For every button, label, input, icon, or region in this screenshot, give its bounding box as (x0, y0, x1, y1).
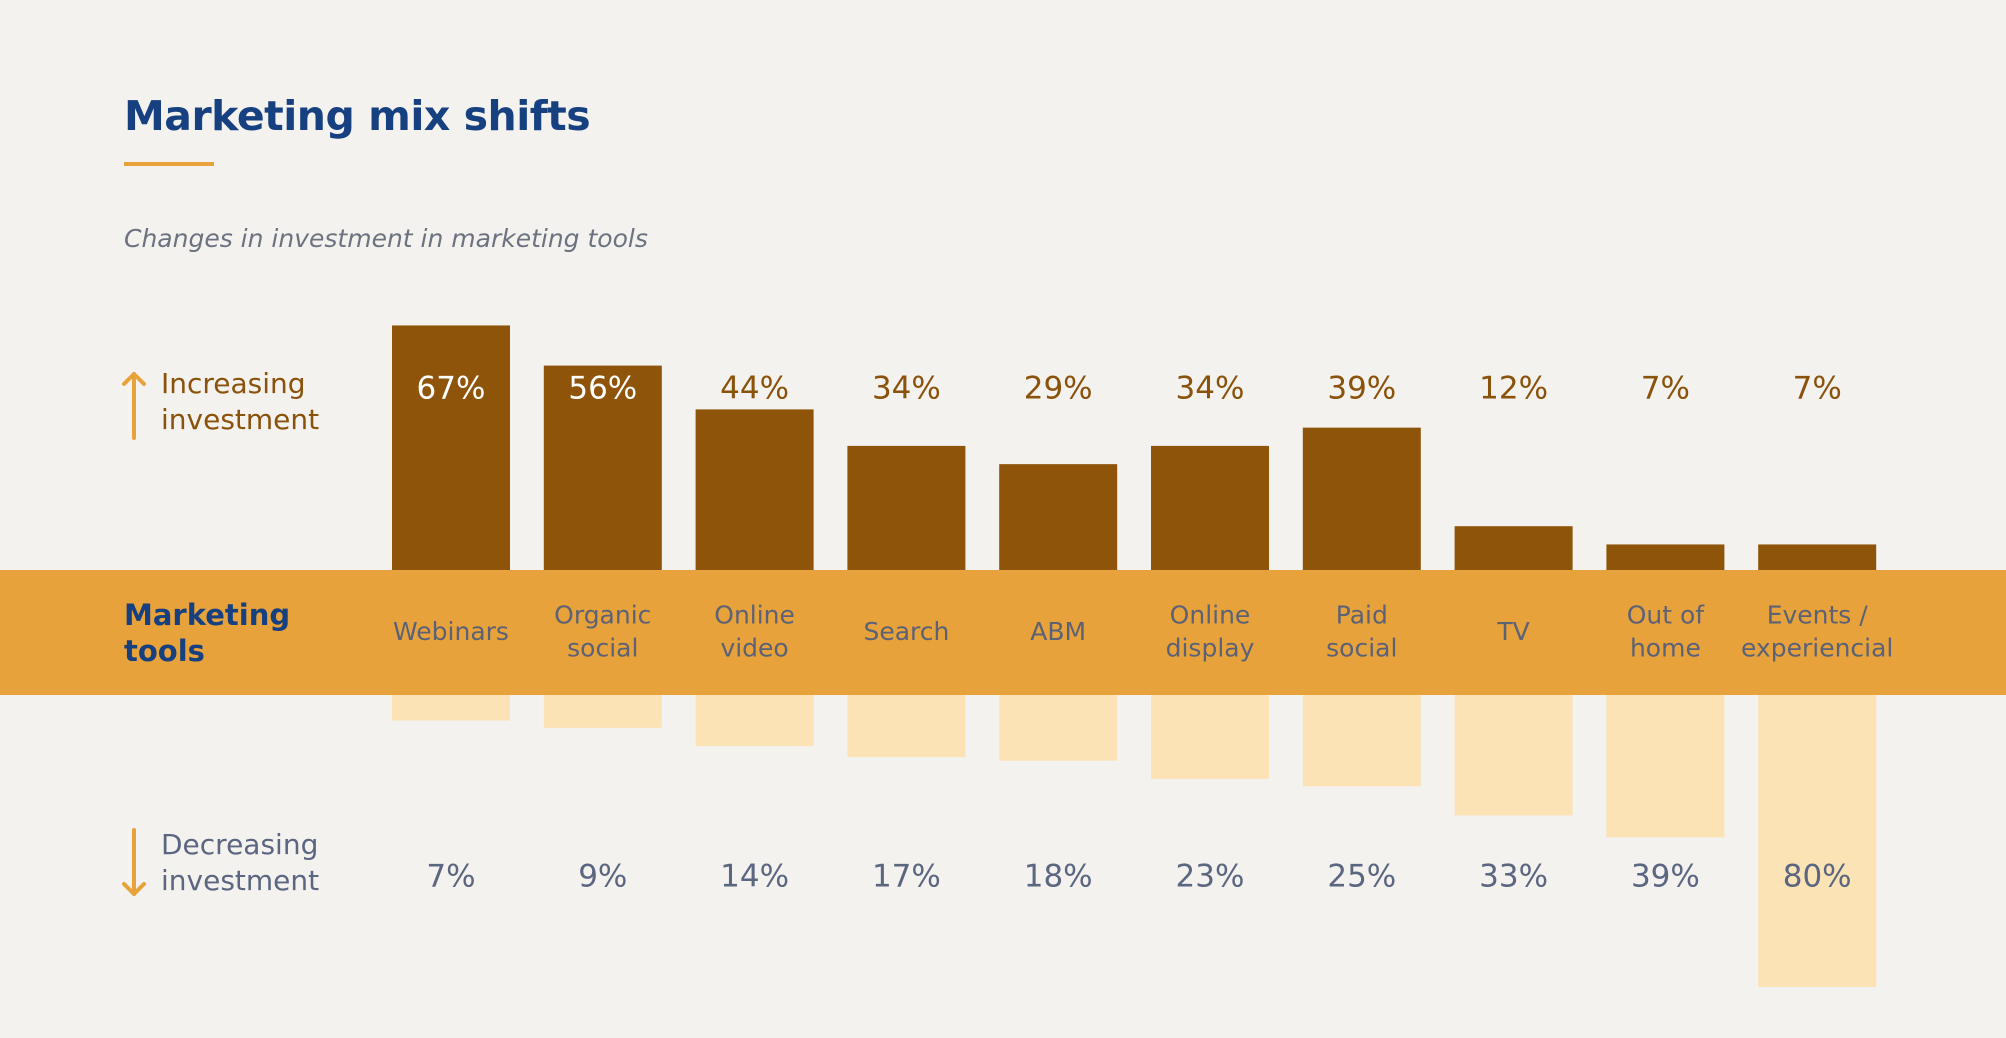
increasing-investment-label: Increasing investment (161, 366, 319, 438)
decrease-value-label: 14% (720, 859, 789, 895)
decrease-value-label: 18% (1024, 859, 1093, 895)
band-label-line2: tools (124, 634, 205, 668)
category-label: TV (1496, 617, 1529, 646)
marketing-tools-band (0, 570, 2006, 695)
category-label: Organic social (554, 601, 651, 663)
category-label: Paid social (1326, 601, 1397, 663)
increase-bar (1606, 544, 1725, 570)
category-label: Online display (1166, 601, 1255, 663)
band-label-line1: Marketing (124, 598, 291, 632)
decrease-bar (1606, 695, 1725, 838)
decrease-bar (1151, 695, 1269, 779)
category-label: Search (863, 617, 949, 646)
decrease-value-label: 25% (1327, 859, 1396, 895)
chart-subtitle: Changes in investment in marketing tools (124, 224, 648, 253)
category-label-line: Paid (1336, 601, 1388, 630)
category-label-line: video (720, 634, 788, 663)
category-label-line: display (1166, 634, 1255, 663)
increasing-label-line2: investment (161, 403, 320, 436)
increase-bar (999, 464, 1118, 570)
category-label: Online video (714, 601, 795, 663)
arrow-up-icon (122, 372, 146, 440)
increase-value-label: 67% (417, 371, 486, 407)
decrease-value-label: 80% (1783, 859, 1852, 895)
decreasing-label-line2: investment (161, 864, 320, 897)
decrease-value-label: 17% (872, 859, 941, 895)
category-label: Webinars (393, 617, 509, 646)
category-label: ABM (1030, 617, 1086, 646)
category-label-line: social (567, 634, 638, 663)
increase-bar (695, 409, 814, 570)
increase-bar (1302, 427, 1421, 570)
decrease-value-label: 7% (426, 859, 475, 895)
increase-bar (392, 325, 510, 570)
category-label-line: Webinars (393, 617, 509, 646)
title-underline (124, 162, 214, 166)
decrease-value-label: 9% (578, 859, 627, 895)
decrease-bar (999, 695, 1118, 761)
increase-bar (1758, 544, 1877, 570)
decrease-bar (392, 695, 510, 721)
category-label-line: ABM (1030, 617, 1086, 646)
decrease-bar (847, 695, 966, 758)
decreasing-label-line1: Decreasing (161, 828, 319, 861)
increase-value-label: 7% (1793, 371, 1842, 407)
arrow-down-icon (122, 828, 146, 896)
category-label-line: home (1630, 634, 1701, 663)
category-label-line: Out of (1627, 601, 1706, 630)
category-label-line: Online (714, 601, 795, 630)
decrease-bar (543, 695, 662, 728)
decrease-value-label: 23% (1176, 859, 1245, 895)
category-label-line: Events / (1767, 601, 1869, 630)
increase-value-label: 7% (1641, 371, 1690, 407)
increase-bar (543, 365, 662, 570)
increase-value-label: 29% (1024, 371, 1093, 407)
decrease-value-label: 39% (1631, 859, 1700, 895)
increase-bar (1151, 445, 1269, 570)
category-label-line: experiencial (1741, 634, 1893, 663)
decrease-bar (1302, 695, 1421, 787)
marketing-tools-label: Marketing tools (124, 597, 290, 669)
increase-value-label: 34% (1176, 371, 1245, 407)
increase-bar (847, 445, 966, 570)
decrease-bar (1758, 695, 1877, 987)
category-label: Events / experiencial (1741, 601, 1893, 663)
increase-value-label: 44% (720, 371, 789, 407)
page-title: Marketing mix shifts (124, 92, 591, 140)
increase-value-label: 56% (568, 371, 637, 407)
decrease-bar (1454, 695, 1573, 816)
category-label: Out of home (1627, 601, 1706, 663)
increase-value-label: 12% (1479, 371, 1548, 407)
category-label-line: Organic (554, 601, 651, 630)
increasing-label-line1: Increasing (161, 367, 306, 400)
decreasing-investment-label: Decreasing investment (161, 827, 319, 899)
decrease-bar (695, 695, 814, 747)
category-label-line: social (1326, 634, 1397, 663)
category-label-line: Search (863, 617, 949, 646)
increase-value-label: 34% (872, 371, 941, 407)
category-label-line: TV (1496, 617, 1529, 646)
increase-bar (1454, 526, 1573, 570)
increase-value-label: 39% (1327, 371, 1396, 407)
decrease-value-label: 33% (1479, 859, 1548, 895)
category-label-line: Online (1170, 601, 1251, 630)
